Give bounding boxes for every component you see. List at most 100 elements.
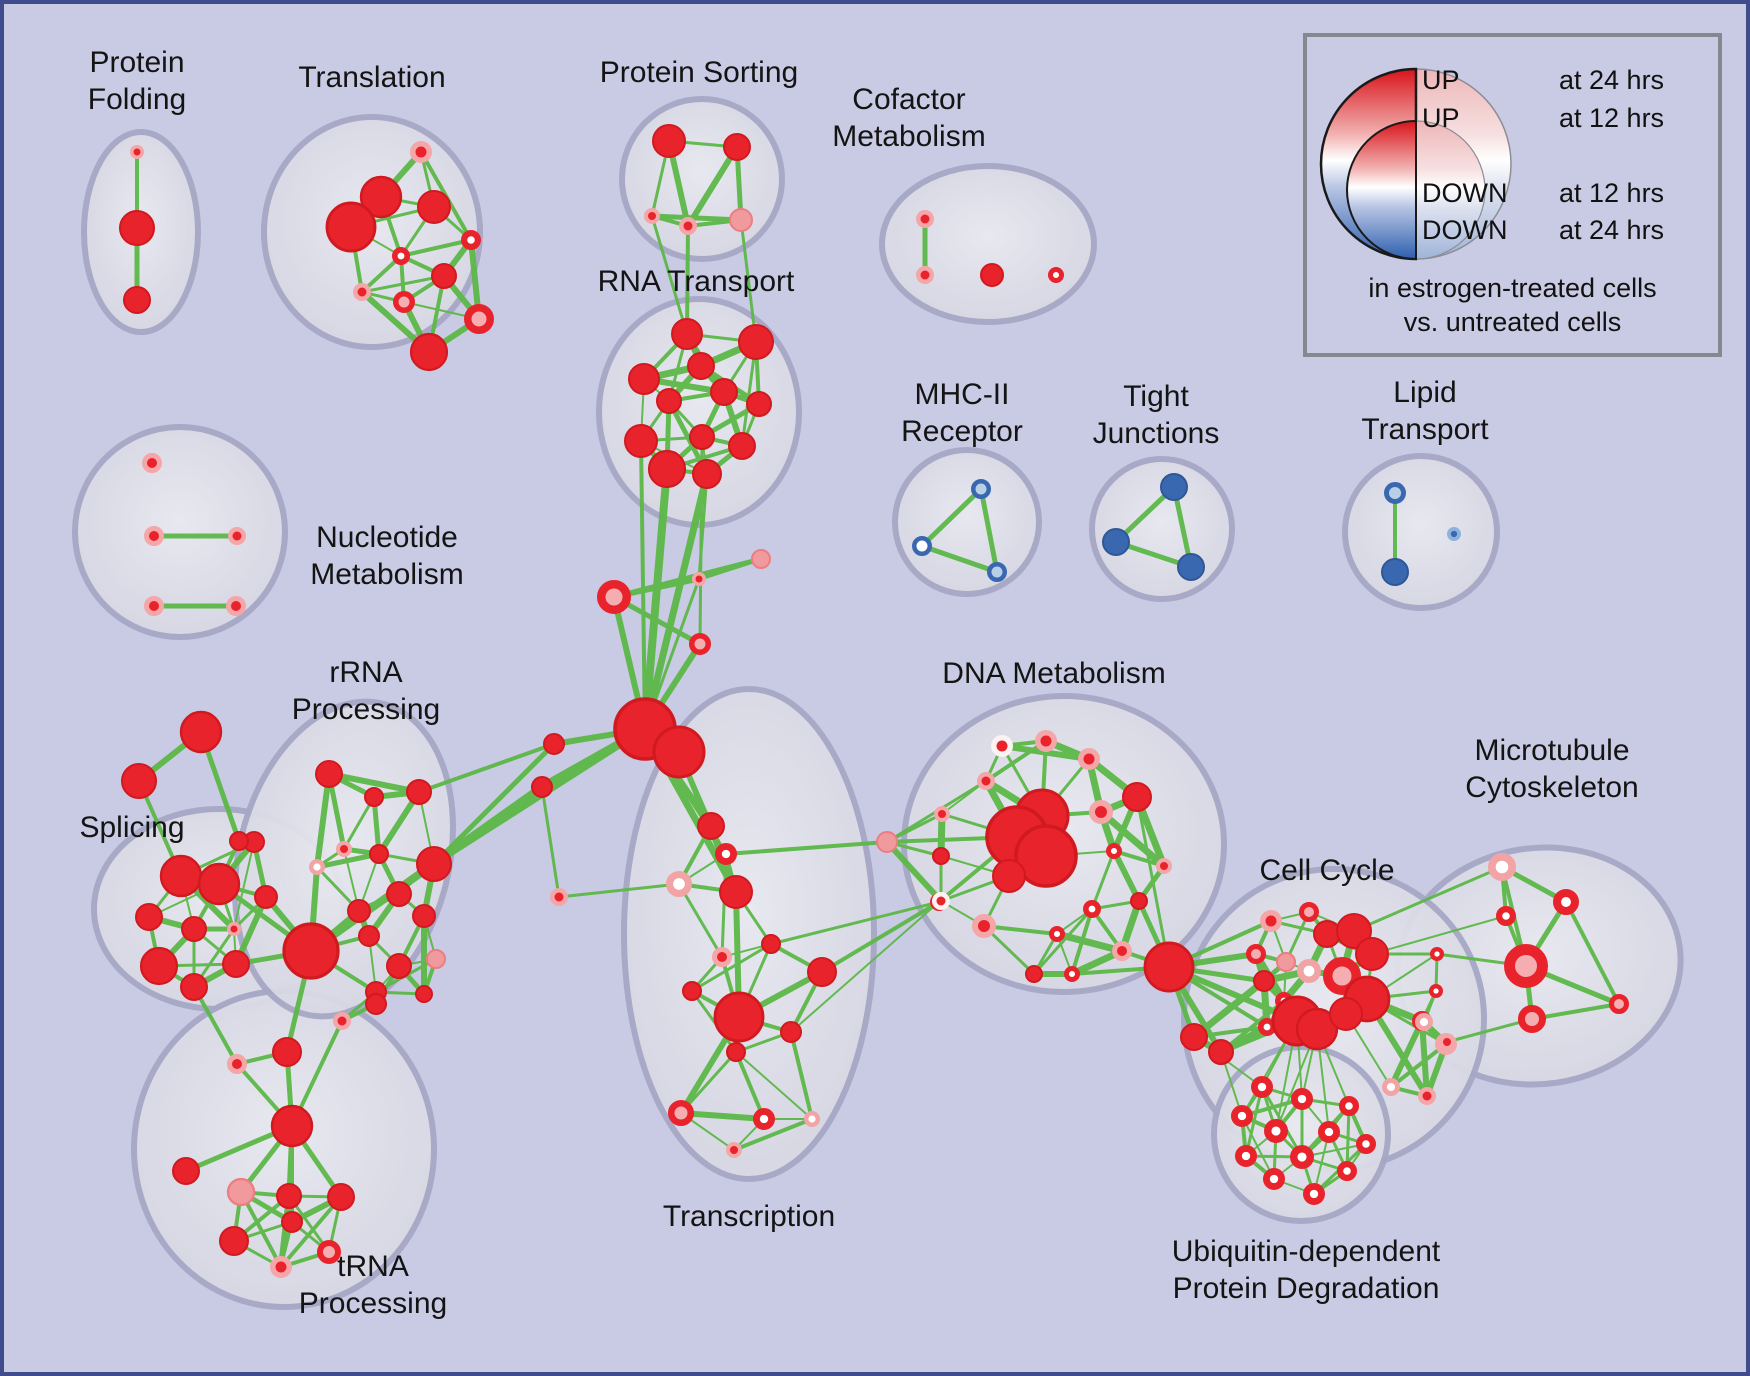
network-node — [417, 190, 451, 224]
cluster-transcription — [621, 686, 877, 1182]
network-node — [353, 283, 371, 301]
network-edge — [233, 841, 255, 930]
network-node — [222, 950, 250, 978]
network-node — [1418, 1087, 1436, 1105]
network-node — [464, 304, 494, 334]
network-edge — [884, 839, 944, 904]
network-node — [142, 453, 162, 473]
network-node — [358, 925, 380, 947]
network-node — [309, 859, 326, 876]
network-node — [624, 424, 658, 458]
network-node — [916, 210, 934, 228]
network-node — [1338, 1095, 1359, 1116]
network-node — [1078, 748, 1100, 770]
label-nucleotide-metabolism: Metabolism — [310, 558, 463, 591]
legend-up-24-label: UP — [1422, 65, 1460, 95]
network-node — [628, 363, 660, 395]
legend: UP at 24 hrs UP at 12 hrs DOWN at 12 hrs… — [1303, 33, 1722, 357]
network-edge — [677, 882, 724, 959]
network-node — [1303, 1183, 1326, 1206]
network-node — [219, 1226, 249, 1256]
network-node — [712, 947, 732, 967]
network-edge — [540, 785, 561, 899]
network-edge — [314, 771, 332, 870]
cluster-nucleotide-metabolism — [72, 424, 288, 640]
network-node — [644, 208, 660, 224]
network-node — [1156, 858, 1172, 874]
network-edge — [734, 1050, 766, 1121]
network-node — [687, 352, 715, 380]
network-node — [656, 388, 682, 414]
cluster-cofactor-metabolism — [879, 163, 1097, 325]
network-edge — [678, 1110, 767, 1122]
network-node — [226, 1177, 256, 1207]
network-node — [1130, 892, 1148, 910]
network-node — [1235, 1145, 1258, 1168]
network-node — [729, 208, 753, 232]
cluster-lipid-transport — [1342, 453, 1500, 611]
network-node — [1102, 528, 1130, 556]
network-node — [159, 854, 203, 898]
network-edge — [639, 439, 647, 731]
network-edge — [326, 771, 422, 795]
network-node — [281, 1211, 303, 1233]
network-node — [1258, 1017, 1277, 1036]
network-node — [597, 580, 631, 614]
network-node — [325, 201, 377, 253]
network-node — [991, 735, 1013, 757]
network-node — [227, 922, 241, 936]
network-node — [977, 772, 995, 790]
network-node — [1609, 994, 1629, 1014]
network-node — [1289, 1144, 1314, 1169]
network-node — [1487, 852, 1516, 881]
network-node — [369, 844, 389, 864]
network-node — [682, 981, 702, 1001]
network-edge — [314, 851, 382, 870]
network-node — [761, 934, 781, 954]
network-node — [1143, 941, 1195, 993]
network-node — [932, 892, 950, 910]
network-edge — [735, 1051, 813, 1120]
network-node — [1439, 1034, 1455, 1050]
network-node — [807, 957, 837, 987]
network-node — [1430, 946, 1445, 961]
network-node — [1014, 824, 1078, 888]
network-node — [415, 845, 453, 883]
network-node — [1025, 965, 1043, 983]
network-edge — [1445, 1017, 1534, 1044]
label-mhc-ii-receptor: Receptor — [901, 415, 1023, 448]
label-ubiquitin-degradation: Protein Degradation — [1173, 1272, 1440, 1305]
label-protein-folding: Folding — [88, 83, 186, 116]
network-node — [697, 812, 725, 840]
network-node — [393, 291, 415, 313]
network-node — [1355, 937, 1389, 971]
network-edge — [790, 901, 940, 1033]
cluster-mhc-ii-receptor — [892, 447, 1042, 597]
network-node — [327, 1183, 355, 1211]
network-edge — [192, 985, 239, 1066]
network-node — [710, 378, 738, 406]
network-node — [272, 1037, 302, 1067]
network-edge — [789, 1030, 814, 1121]
network-node — [409, 332, 449, 372]
network-edge — [1070, 907, 1094, 976]
network-node — [130, 145, 144, 159]
network-node — [415, 985, 433, 1003]
network-node — [118, 209, 156, 247]
network-node — [723, 133, 751, 161]
network-node — [1048, 925, 1065, 942]
network-edge — [399, 238, 473, 258]
network-node — [804, 1110, 821, 1127]
legend-inner-right — [1415, 120, 1486, 260]
label-tight-junctions: Junctions — [1093, 417, 1220, 450]
network-edge — [1371, 915, 1507, 955]
network-edge — [1352, 865, 1504, 933]
network-node — [1518, 1005, 1546, 1033]
network-edge — [820, 900, 941, 974]
network-node — [1381, 558, 1409, 586]
network-node — [971, 479, 991, 499]
network-node — [144, 596, 164, 616]
network-node — [728, 432, 756, 460]
network-edge — [557, 882, 681, 899]
